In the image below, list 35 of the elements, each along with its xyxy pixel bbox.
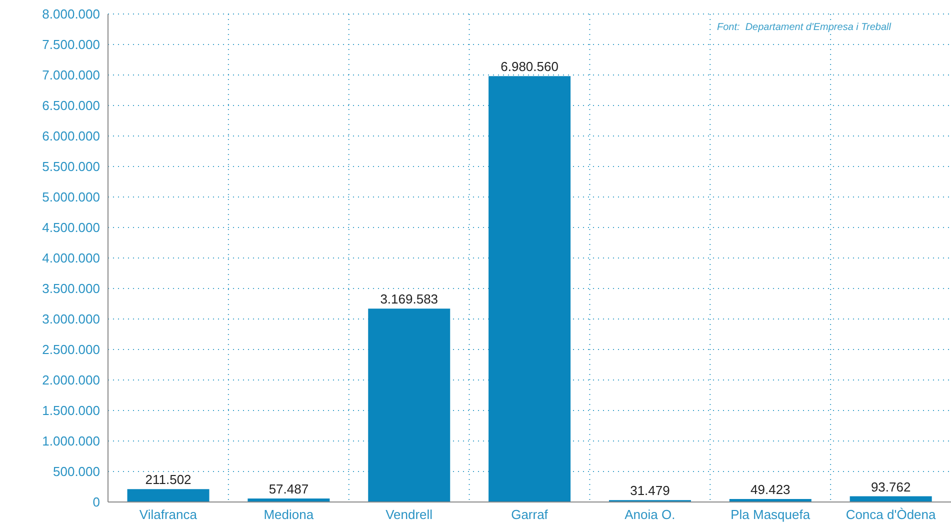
y-tick-label: 1.000.000: [42, 434, 100, 449]
x-tick-label: Pla Masquefa: [730, 507, 811, 522]
annotation: Font: Departament d'Empresa i Treball: [716, 22, 891, 33]
y-tick-label: 6.000.000: [42, 128, 100, 144]
data-label: 49.423: [750, 482, 790, 497]
y-tick-label: 8.000.000: [42, 6, 100, 22]
x-tick-label: Garraf: [511, 507, 548, 522]
y-tick-label: 6.500.000: [42, 98, 100, 114]
bar: [368, 308, 450, 502]
y-tick-label: 4.000.000: [42, 250, 100, 266]
x-tick-label: Anoia O.: [624, 507, 676, 522]
y-tick-label: 5.500.000: [42, 159, 100, 174]
y-tick-label: 3.500.000: [42, 281, 100, 296]
y-tick-label: 7.500.000: [42, 37, 100, 52]
x-tick-label: Vilafranca: [139, 507, 198, 522]
data-label: 57.487: [268, 481, 309, 496]
data-label: 211.502: [145, 472, 192, 488]
data-label: 31.479: [630, 483, 670, 498]
x-tick-label: Conca d'Òdena: [846, 507, 937, 522]
y-tick-label: 2.000.000: [42, 372, 100, 388]
y-tick-label: 1.500.000: [42, 403, 100, 418]
x-tick-label: Mediona: [264, 507, 314, 522]
y-tick-label: 5.000.000: [42, 190, 100, 205]
y-tick-label: 4.500.000: [42, 220, 100, 236]
y-tick-label: 3.000.000: [42, 312, 100, 327]
y-tick-label: 0: [92, 494, 100, 510]
bar: [488, 76, 571, 502]
data-label: 93.762: [870, 479, 911, 494]
bar: [127, 489, 210, 502]
y-tick-label: 7.000.000: [42, 68, 100, 83]
y-tick-label: 2.500.000: [42, 342, 100, 358]
data-label: 3.169.583: [380, 292, 438, 307]
data-label: 6.980.560: [500, 59, 558, 74]
y-tick-label: 500.000: [53, 464, 100, 480]
x-tick-label: Vendrell: [386, 507, 433, 522]
